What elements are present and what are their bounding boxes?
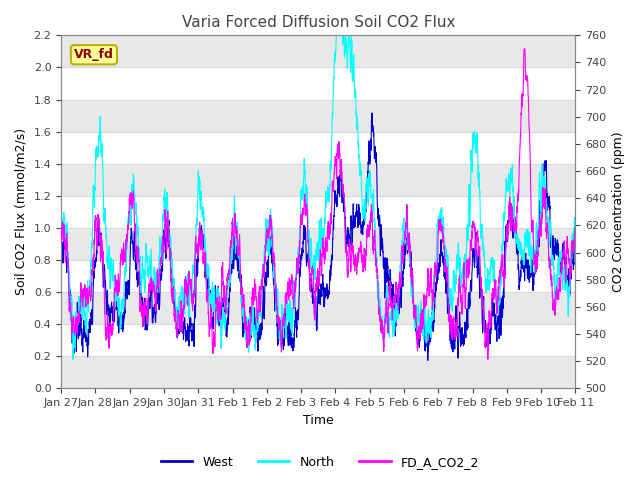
Y-axis label: CO2 Concentration (ppm): CO2 Concentration (ppm) — [612, 132, 625, 292]
Bar — [61, 228, 575, 260]
Legend: West, North, FD_A_CO2_2: West, North, FD_A_CO2_2 — [156, 451, 484, 474]
Bar — [61, 99, 575, 132]
Bar — [61, 36, 575, 67]
Bar — [61, 292, 575, 324]
Title: Varia Forced Diffusion Soil CO2 Flux: Varia Forced Diffusion Soil CO2 Flux — [182, 15, 455, 30]
X-axis label: Time: Time — [303, 414, 333, 427]
Y-axis label: Soil CO2 Flux (mmol/m2/s): Soil CO2 Flux (mmol/m2/s) — [15, 128, 28, 295]
Text: VR_fd: VR_fd — [74, 48, 114, 61]
Bar — [61, 164, 575, 196]
Bar — [61, 356, 575, 388]
